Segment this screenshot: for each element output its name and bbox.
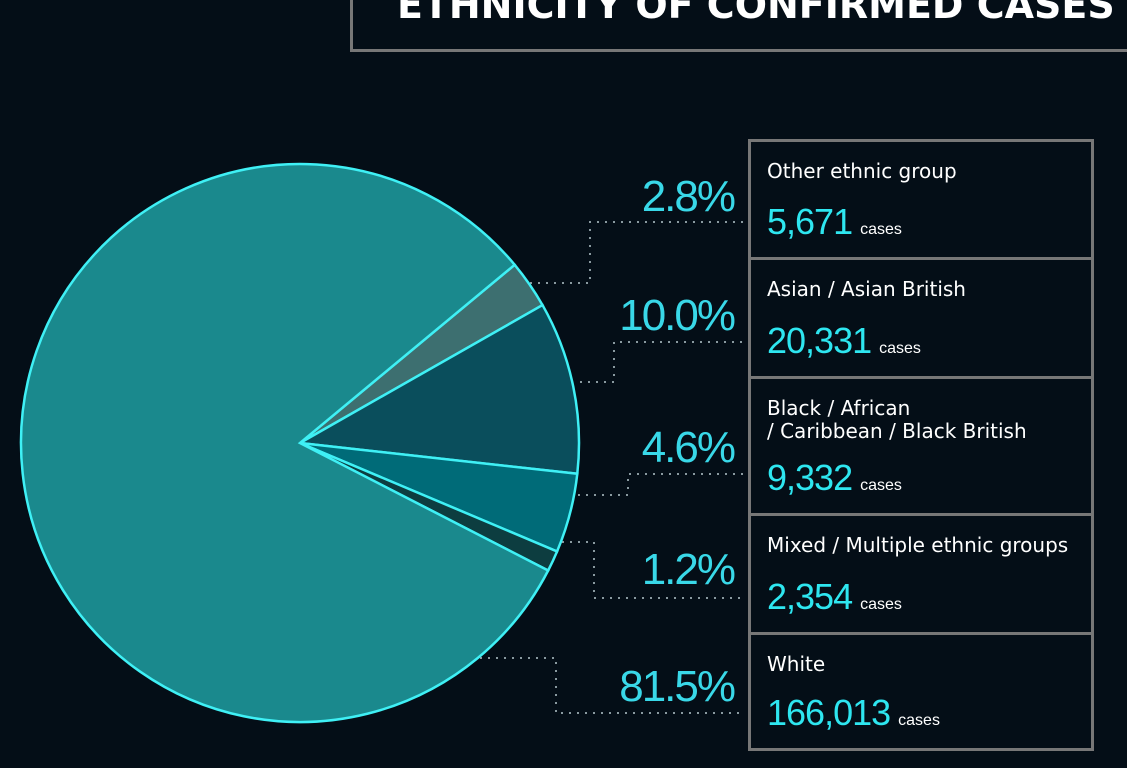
unit: cases xyxy=(860,477,902,494)
chart-title: ETHNICITY OF CONFIRMED CASES xyxy=(397,0,1115,27)
legend-box: White 166,013 cases xyxy=(748,632,1094,751)
legend-label: White xyxy=(767,652,826,676)
count: 9,332 xyxy=(767,457,853,498)
percent-label: 81.5% xyxy=(619,662,736,711)
percent-label: 4.6% xyxy=(641,423,736,472)
unit: cases xyxy=(860,596,902,613)
legend-label: Asian / Asian British xyxy=(767,277,966,301)
legend-label: Other ethnic group xyxy=(767,159,957,183)
pie-slice xyxy=(19,162,550,724)
case-count: 5,671 cases xyxy=(767,201,902,243)
count: 20,331 xyxy=(767,320,872,361)
count: 5,671 xyxy=(767,201,853,242)
case-count: 166,013 cases xyxy=(767,692,940,734)
legend-box: Asian / Asian British 20,331 cases xyxy=(748,257,1094,379)
unit: cases xyxy=(860,221,902,238)
percent-label: 1.2% xyxy=(641,545,736,594)
legend-label: Mixed / Multiple ethnic groups xyxy=(767,533,1069,557)
count: 166,013 xyxy=(767,692,891,733)
title-box: ETHNICITY OF CONFIRMED CASES xyxy=(350,0,1127,52)
percent-label: 10.0% xyxy=(619,291,736,340)
legend-box: Black / African / Caribbean / Black Brit… xyxy=(748,376,1094,516)
connectors xyxy=(480,221,745,714)
count: 2,354 xyxy=(767,576,853,617)
pie-slice xyxy=(296,303,581,476)
case-count: 2,354 cases xyxy=(767,576,902,618)
legend-box: Other ethnic group 5,671 cases xyxy=(748,139,1094,260)
legend-label: Black / African / Caribbean / Black Brit… xyxy=(767,396,1027,443)
case-count: 9,332 cases xyxy=(767,457,902,499)
legend-box: Mixed / Multiple ethnic groups 2,354 cases xyxy=(748,513,1094,635)
case-count: 20,331 cases xyxy=(767,320,921,362)
unit: cases xyxy=(879,340,921,357)
percent-label: 2.8% xyxy=(641,172,736,221)
unit: cases xyxy=(898,712,940,729)
